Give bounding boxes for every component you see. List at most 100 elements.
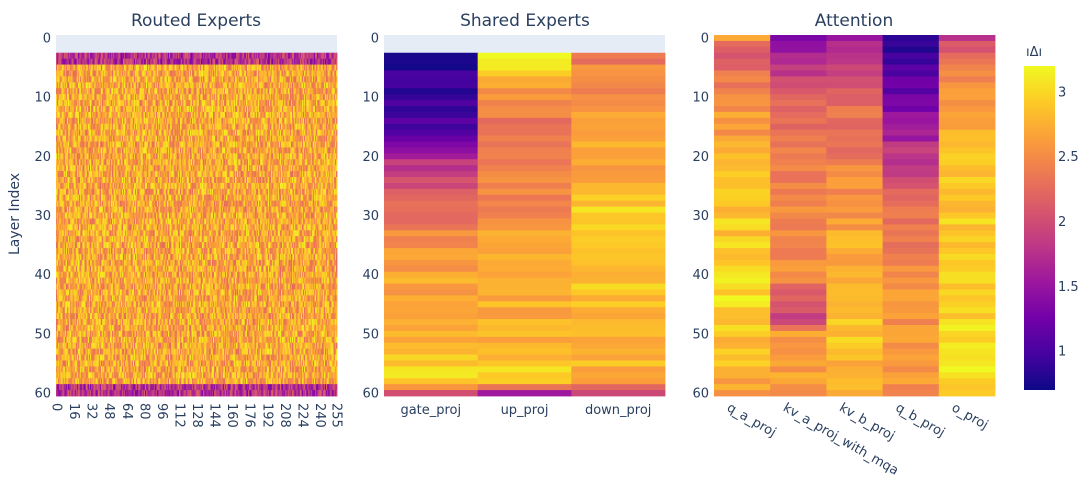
heatmap-cell bbox=[221, 106, 224, 113]
heatmap-cell bbox=[155, 52, 158, 60]
heatmap-cell bbox=[295, 94, 297, 101]
heatmap-cell bbox=[251, 100, 253, 107]
heatmap-cell bbox=[195, 111, 197, 119]
heatmap-cell bbox=[99, 141, 102, 148]
heatmap-cell bbox=[334, 106, 337, 113]
heatmap-cell bbox=[94, 52, 96, 60]
heatmap-cell bbox=[133, 82, 136, 89]
heatmap-cell bbox=[174, 94, 177, 101]
heatmap-cell bbox=[335, 129, 338, 137]
heatmap-cell bbox=[312, 141, 315, 148]
heatmap-cell bbox=[75, 64, 78, 71]
heatmap-cell bbox=[287, 141, 290, 148]
heatmap-cell bbox=[310, 52, 313, 60]
heatmap-cell bbox=[245, 153, 248, 160]
heatmap-cell bbox=[96, 117, 99, 125]
heatmap-cell bbox=[165, 106, 168, 113]
heatmap-cell bbox=[115, 106, 117, 113]
heatmap-cell bbox=[169, 70, 171, 77]
heatmap-cell bbox=[122, 100, 125, 107]
heatmap-cell bbox=[323, 106, 326, 113]
heatmap-cell bbox=[127, 111, 129, 119]
heatmap-cell bbox=[152, 141, 155, 148]
heatmap-cell bbox=[115, 165, 117, 172]
heatmap-cell bbox=[177, 129, 180, 137]
heatmap-cell bbox=[238, 82, 240, 89]
heatmap-cell bbox=[60, 111, 62, 119]
heatmap-cell bbox=[273, 123, 275, 131]
heatmap-cell bbox=[63, 147, 66, 154]
heatmap-cell bbox=[222, 94, 225, 101]
heatmap-cell bbox=[90, 159, 92, 166]
heatmap-cell bbox=[175, 135, 178, 142]
heatmap-cell bbox=[60, 100, 62, 107]
heatmap-cell bbox=[117, 88, 119, 95]
heatmap-cell bbox=[316, 94, 318, 101]
heatmap-cell bbox=[272, 129, 274, 137]
heatmap-cell bbox=[276, 129, 279, 137]
heatmap-cell bbox=[195, 117, 197, 125]
heatmap-cell bbox=[315, 135, 317, 142]
heatmap-cell bbox=[184, 159, 186, 166]
heatmap-cell bbox=[147, 165, 149, 172]
heatmap-cell bbox=[254, 100, 257, 107]
heatmap-cell bbox=[142, 165, 145, 172]
heatmap-cell bbox=[281, 100, 283, 107]
heatmap-cell bbox=[292, 94, 294, 101]
heatmap-cell bbox=[236, 141, 238, 148]
heatmap-cell bbox=[81, 147, 83, 154]
heatmap-cell bbox=[222, 58, 225, 65]
heatmap-cell bbox=[259, 117, 261, 125]
heatmap-cell bbox=[305, 70, 307, 77]
heatmap-cell bbox=[130, 58, 133, 65]
heatmap-cell bbox=[328, 88, 330, 95]
heatmap-cell bbox=[257, 94, 260, 101]
heatmap-cell bbox=[102, 111, 104, 119]
heatmap-cell bbox=[160, 129, 162, 137]
heatmap-cell bbox=[163, 82, 166, 89]
heatmap-cell bbox=[176, 117, 179, 125]
heatmap-cell bbox=[231, 123, 234, 131]
heatmap-cell bbox=[152, 76, 155, 83]
heatmap-cell bbox=[165, 70, 168, 77]
heatmap-cell bbox=[193, 76, 195, 83]
heatmap-cell bbox=[331, 159, 334, 166]
heatmap-cell bbox=[285, 52, 287, 60]
heatmap-cell bbox=[136, 88, 138, 95]
heatmap-cell bbox=[68, 52, 70, 60]
heatmap-cell bbox=[288, 111, 291, 119]
heatmap-cell bbox=[203, 153, 205, 160]
heatmap-cell bbox=[188, 100, 191, 107]
heatmap-cell bbox=[264, 153, 267, 160]
heatmap-cell bbox=[85, 135, 88, 142]
heatmap-cell bbox=[300, 76, 303, 83]
heatmap-cell bbox=[293, 135, 295, 142]
heatmap-cell bbox=[128, 106, 130, 113]
heatmap-cell bbox=[172, 58, 174, 65]
heatmap-cell bbox=[264, 58, 267, 65]
heatmap-cell bbox=[174, 82, 177, 89]
heatmap-cell bbox=[205, 70, 207, 77]
heatmap-cell bbox=[330, 123, 332, 131]
heatmap-cell bbox=[295, 76, 297, 83]
heatmap-cell bbox=[92, 82, 94, 89]
heatmap-cell bbox=[140, 76, 143, 83]
heatmap-cell bbox=[237, 117, 239, 125]
heatmap-cell bbox=[113, 165, 115, 172]
heatmap-cell bbox=[106, 82, 108, 89]
heatmap-cell bbox=[135, 123, 137, 131]
heatmap-cell bbox=[119, 52, 122, 60]
heatmap-cell bbox=[184, 100, 186, 107]
heatmap-cell bbox=[102, 76, 104, 83]
heatmap-cell bbox=[266, 70, 269, 77]
heatmap-cell bbox=[217, 117, 219, 125]
heatmap-cell bbox=[331, 117, 334, 125]
heatmap-cell bbox=[217, 111, 219, 119]
heatmap-cell bbox=[102, 117, 104, 125]
heatmap-cell bbox=[266, 111, 269, 119]
heatmap-cell bbox=[229, 147, 231, 154]
heatmap-cell bbox=[125, 117, 127, 125]
heatmap-cell bbox=[106, 147, 108, 154]
heatmap-cell bbox=[180, 64, 182, 71]
heatmap-cell bbox=[87, 52, 90, 60]
